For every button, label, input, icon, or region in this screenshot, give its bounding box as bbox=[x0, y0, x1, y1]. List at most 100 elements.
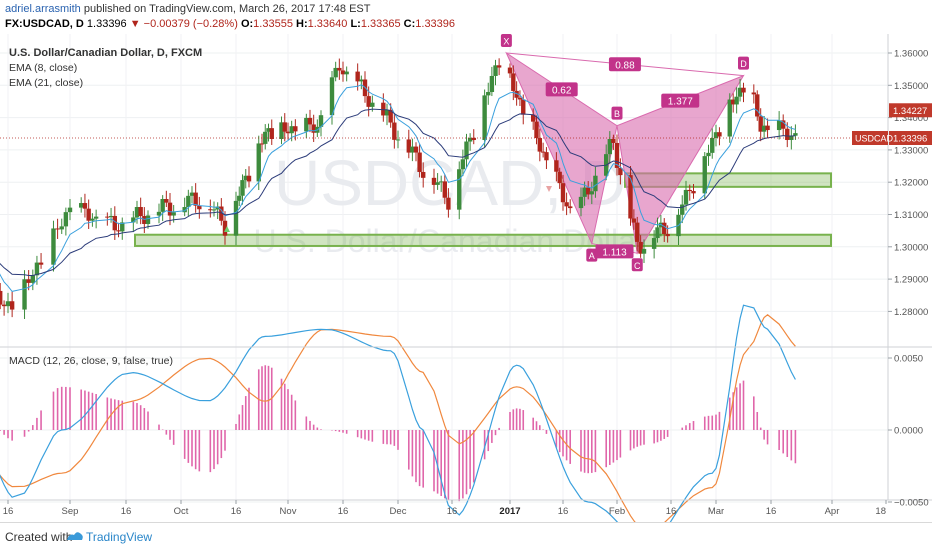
published-text: published on TradingView.com, March 26, … bbox=[83, 3, 371, 15]
candle-body bbox=[737, 87, 743, 97]
candle-body bbox=[560, 183, 566, 203]
candle-body bbox=[359, 79, 364, 82]
candle-body bbox=[761, 125, 767, 132]
legend-macd[interactable]: MACD (12, 26, close, 9, false, true) bbox=[9, 355, 173, 367]
candle-body bbox=[5, 301, 11, 307]
candle-body bbox=[164, 199, 169, 203]
symbol-info: FX:USDCAD, D 1.33396 ▼ −0.00379 (−0.28%)… bbox=[5, 18, 455, 30]
candle-body bbox=[388, 109, 393, 123]
candle-body bbox=[702, 156, 707, 194]
legend-ema8[interactable]: EMA (8, close) bbox=[9, 62, 77, 74]
candle-body bbox=[486, 92, 491, 96]
tradingview-logo-icon bbox=[67, 532, 83, 540]
candle-body bbox=[662, 222, 667, 235]
candle-body bbox=[9, 301, 15, 310]
candle-body bbox=[435, 182, 440, 185]
candle-body bbox=[233, 200, 239, 236]
last-price: 1.33396 bbox=[86, 18, 127, 30]
price-axis[interactable]: 1.36000 1.35000 1.34000 1.33000 1.32000 1.310… bbox=[852, 49, 932, 318]
candle-body bbox=[614, 142, 620, 168]
price-legend: U.S. Dollar/Canadian Dollar, D, FXCM EMA… bbox=[9, 47, 202, 89]
candle-body bbox=[431, 177, 437, 185]
legend-title: U.S. Dollar/Canadian Dollar, D, FXCM bbox=[9, 47, 202, 59]
candle-body bbox=[355, 71, 360, 82]
candle-body bbox=[26, 279, 31, 283]
candle-body bbox=[105, 216, 110, 218]
time-axis[interactable]: 16 Sep 16 Oct 16 Nov 16 Dec 16 2017 16 Feb 16 Mar 16 Ap… bbox=[3, 500, 887, 517]
price-tick-label: 1.30000 bbox=[894, 242, 928, 253]
pattern-point-b: B bbox=[614, 109, 620, 119]
created-with-text: Created with bbox=[5, 530, 73, 544]
candle-body bbox=[82, 203, 88, 209]
macd-line bbox=[0, 304, 796, 522]
candle-body bbox=[540, 151, 546, 153]
candle-body bbox=[710, 138, 715, 153]
ema-8-line bbox=[0, 84, 796, 292]
candle-body bbox=[514, 90, 519, 98]
candle-body bbox=[282, 122, 287, 132]
candle-body bbox=[67, 207, 73, 213]
candle-body bbox=[457, 169, 462, 210]
candle-body bbox=[344, 71, 349, 75]
time-tick-label: 2017 bbox=[499, 506, 520, 517]
price-tick-label: 1.36000 bbox=[894, 49, 928, 60]
candle-body bbox=[464, 141, 469, 160]
candle-body bbox=[568, 206, 573, 209]
candle-body bbox=[628, 175, 633, 219]
symbol-tag-label: USDCAD bbox=[855, 134, 894, 144]
candle-body bbox=[467, 137, 473, 142]
candlesticks bbox=[0, 58, 798, 319]
candle-body bbox=[589, 191, 594, 195]
time-tick-label: 16 bbox=[558, 506, 569, 517]
candle-body bbox=[63, 212, 69, 227]
high-price-tag-label: 1.34227 bbox=[893, 106, 927, 117]
candle-body bbox=[1, 304, 7, 307]
candle-body bbox=[93, 216, 99, 219]
bat-pattern[interactable]: X A B C D 0.62 1.377 0.88 1.113 bbox=[500, 34, 749, 272]
candle-body bbox=[51, 228, 56, 265]
candle-body bbox=[34, 262, 40, 276]
candle-body bbox=[471, 137, 476, 141]
candle-body bbox=[0, 290, 3, 305]
macd-tick-label: −0.0050 bbox=[894, 498, 929, 509]
publish-info: adriel.arrasmith published on TradingVie… bbox=[5, 3, 370, 15]
pattern-point-b-badge bbox=[611, 106, 623, 120]
candle-body bbox=[691, 191, 696, 194]
candle-body bbox=[269, 128, 274, 140]
candle-body bbox=[134, 207, 140, 218]
price-tick-label: 1.31000 bbox=[894, 210, 928, 221]
ema-21-line bbox=[0, 108, 796, 276]
pattern-ratio-label: 0.88 bbox=[615, 60, 635, 71]
author-link[interactable]: adriel.arrasmith bbox=[5, 3, 81, 15]
candle-body bbox=[446, 197, 451, 210]
open-label: O: bbox=[240, 18, 254, 30]
price-tick-label: 1.29000 bbox=[894, 275, 928, 286]
time-tick-label: Sep bbox=[62, 506, 79, 517]
time-tick-label: 16 bbox=[231, 506, 242, 517]
candle-body bbox=[38, 262, 44, 265]
symbol-tag bbox=[852, 131, 888, 145]
candle-body bbox=[222, 220, 228, 236]
legend-ema21[interactable]: EMA (21, close) bbox=[9, 77, 83, 89]
candle-body bbox=[285, 131, 291, 134]
low-value: 1.33365 bbox=[360, 18, 401, 30]
tradingview-link[interactable]: TradingView bbox=[86, 530, 153, 544]
candle-body bbox=[279, 122, 284, 140]
candle-body bbox=[182, 207, 187, 213]
candle-body bbox=[421, 171, 426, 178]
high-price-tag bbox=[889, 103, 932, 118]
price-chart[interactable]: USDCAD, D U.S. Dollar/Canadian Dollar XA… bbox=[0, 0, 932, 522]
price-tick-label: 1.35000 bbox=[894, 81, 928, 92]
candle-body bbox=[496, 65, 502, 68]
time-tick-label: 16 bbox=[121, 506, 132, 517]
pattern-point-x: X bbox=[503, 37, 509, 47]
candle-body bbox=[90, 218, 95, 221]
candle-body bbox=[384, 109, 390, 116]
pattern-point-x-badge bbox=[500, 34, 512, 47]
candle-body bbox=[534, 121, 539, 139]
candle-body bbox=[530, 114, 536, 122]
pattern-ratio-badge bbox=[595, 244, 634, 259]
pattern-point-a-badge bbox=[586, 248, 598, 262]
macd-axis[interactable]: 0.0050 0.0000 −0.0050 bbox=[888, 354, 929, 509]
candle-body bbox=[651, 238, 657, 249]
